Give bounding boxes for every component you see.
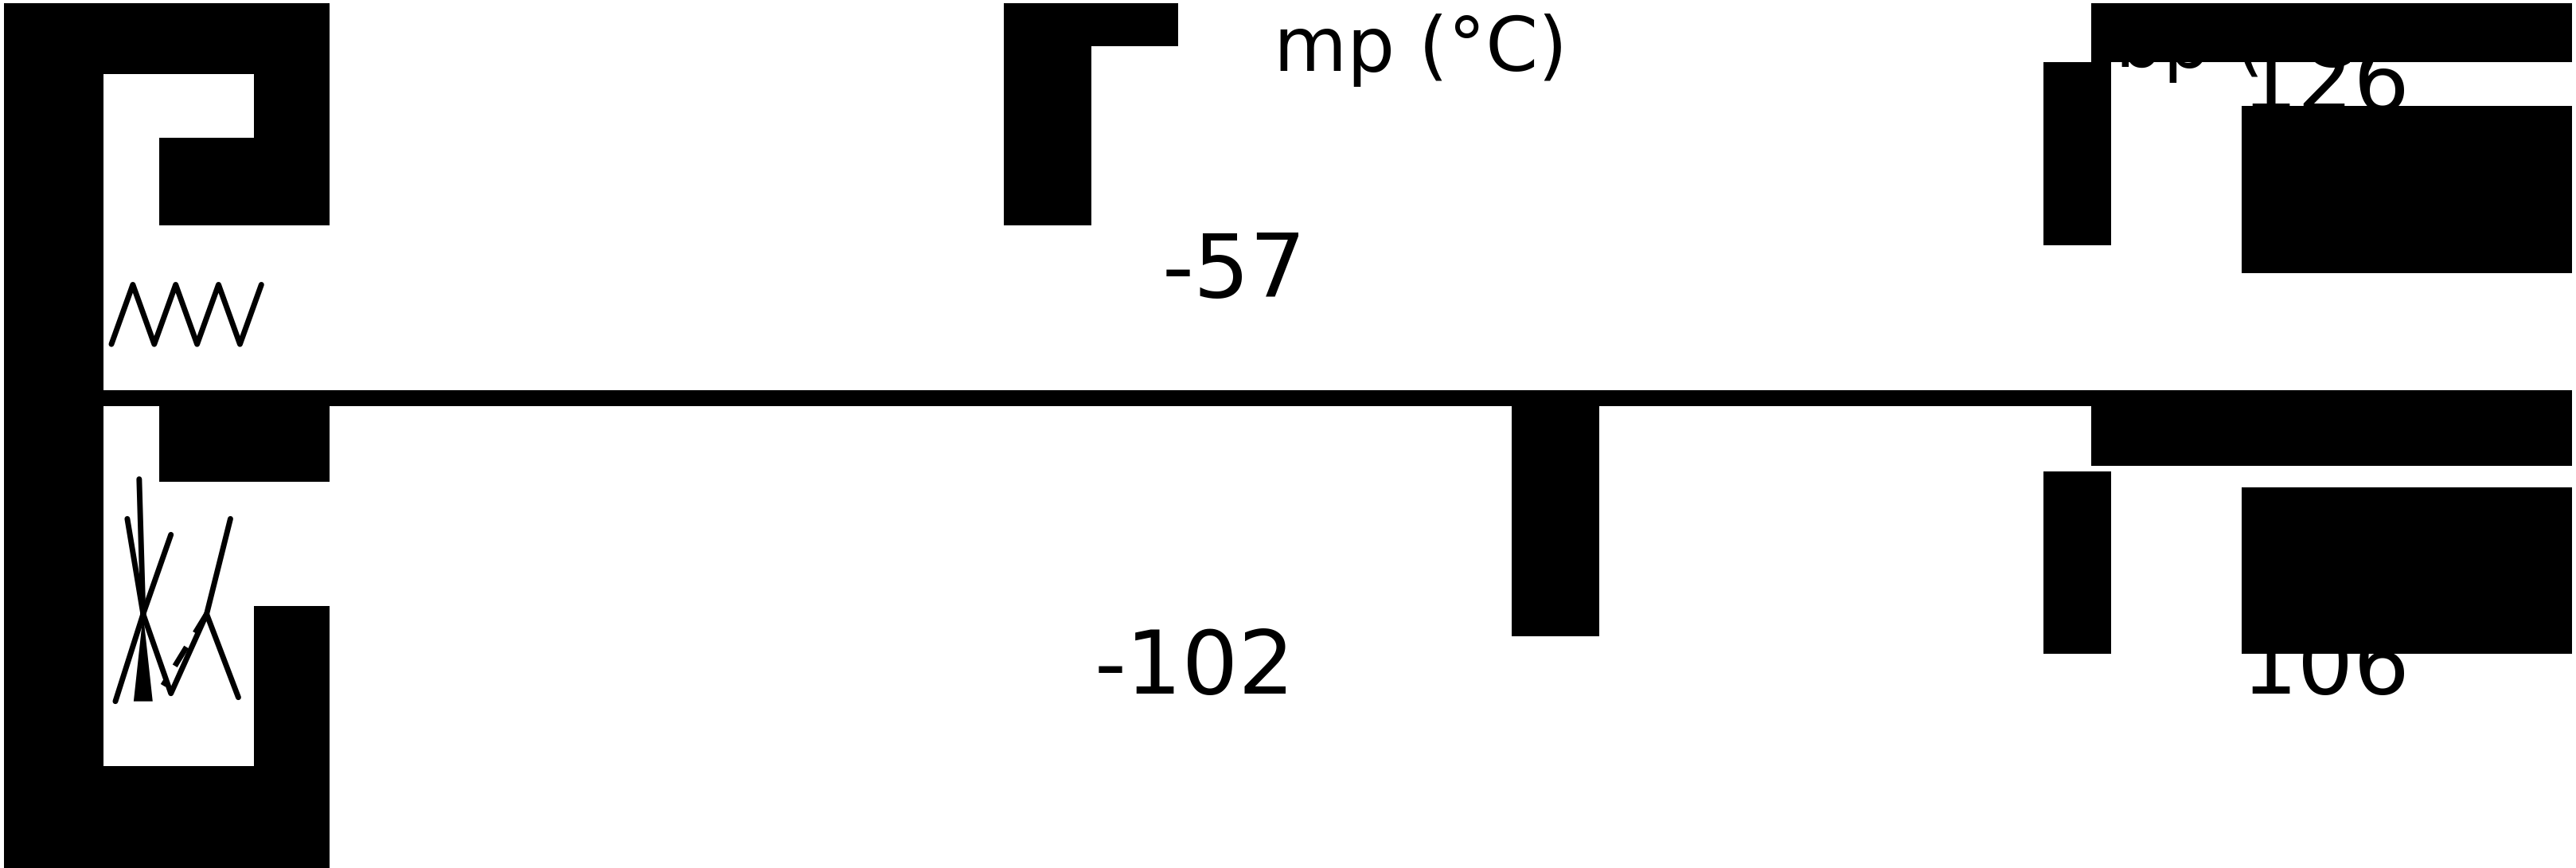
Bar bbox=[5, 766, 330, 868]
Text: 126: 126 bbox=[2241, 43, 2411, 128]
Bar bbox=[2241, 487, 2576, 654]
Bar bbox=[2092, 406, 2576, 465]
Bar bbox=[5, 3, 330, 75]
Bar bbox=[2241, 106, 2576, 273]
Bar bbox=[1512, 406, 1600, 636]
Bar bbox=[1512, 391, 1687, 406]
Bar bbox=[5, 391, 2571, 406]
Bar bbox=[1092, 3, 1177, 47]
Bar bbox=[2092, 3, 2576, 62]
Bar bbox=[160, 138, 330, 225]
Bar bbox=[5, 3, 103, 391]
Bar bbox=[2043, 62, 2110, 245]
Polygon shape bbox=[134, 614, 152, 701]
Text: -57: -57 bbox=[1162, 230, 1306, 315]
Text: 106: 106 bbox=[2241, 627, 2411, 712]
Bar bbox=[2043, 471, 2110, 654]
Text: -102: -102 bbox=[1095, 627, 1296, 712]
Text: mp (°C): mp (°C) bbox=[1273, 14, 1566, 87]
Bar bbox=[160, 406, 330, 482]
Bar bbox=[255, 3, 330, 217]
Text: bp (°C): bp (°C) bbox=[2115, 10, 2383, 83]
Bar bbox=[255, 606, 330, 868]
Bar bbox=[1005, 3, 1092, 225]
Bar bbox=[5, 406, 103, 868]
